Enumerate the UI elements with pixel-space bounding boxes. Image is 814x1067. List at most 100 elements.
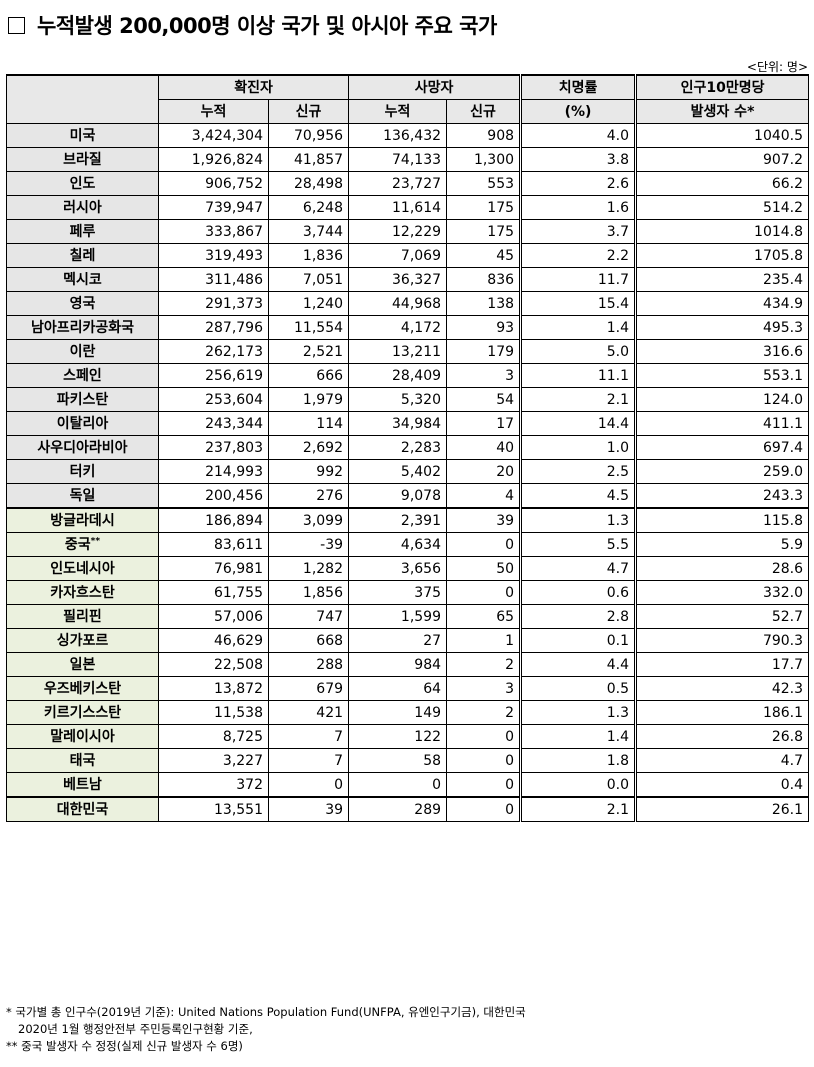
header-deaths: 사망자	[348, 74, 522, 100]
cell-cfr: 4.0	[519, 123, 637, 148]
cell-c-cum: 3,424,304	[158, 123, 269, 148]
cell-d-cum: 4,634	[348, 532, 448, 557]
table-row: 방글라데시 186,894 3,099 2,391 39 1.3 115.8	[6, 507, 810, 533]
checkbox-square-icon	[8, 17, 25, 34]
cell-c-cum: 76,981	[158, 556, 269, 581]
cell-d-cum: 5,320	[348, 387, 448, 412]
header-per100k: 인구10만명당	[634, 74, 810, 100]
country-name: 카자흐스탄	[6, 580, 159, 605]
cell-d-new: 1,300	[446, 147, 522, 172]
cell-c-new: 1,836	[267, 243, 350, 268]
cell-c-new: 41,857	[267, 147, 350, 172]
cell-c-new: 3,744	[267, 219, 350, 244]
country-name: 스페인	[6, 363, 159, 388]
cell-c-cum: 186,894	[158, 507, 269, 533]
cell-d-cum: 2,391	[348, 507, 448, 533]
table-row: 키르기스스탄 11,538 421 149 2 1.3 186.1	[6, 700, 810, 725]
cell-c-new: 668	[267, 628, 350, 653]
cell-c-new: 1,282	[267, 556, 350, 581]
table-row: 멕시코 311,486 7,051 36,327 836 11.7 235.4	[6, 267, 810, 292]
country-name: 브라질	[6, 147, 159, 172]
country-name: 필리핀	[6, 604, 159, 629]
cell-cfr: 15.4	[519, 291, 637, 316]
table-row: 말레이시아 8,725 7 122 0 1.4 26.8	[6, 724, 810, 749]
cell-d-new: 4	[446, 483, 522, 509]
country-name: 터키	[6, 459, 159, 484]
cell-per: 26.8	[634, 724, 810, 749]
cell-cfr: 4.5	[519, 483, 637, 509]
cell-per: 115.8	[634, 507, 810, 533]
country-name: 방글라데시	[6, 507, 159, 533]
table-row: 페루 333,867 3,744 12,229 175 3.7 1014.8	[6, 219, 810, 244]
cell-c-new: 2,521	[267, 339, 350, 364]
country-name: 이란	[6, 339, 159, 364]
cell-d-cum: 36,327	[348, 267, 448, 292]
cell-cfr: 2.5	[519, 459, 637, 484]
table-row: 베트남 372 0 0 0 0.0 0.4	[6, 772, 810, 798]
cell-c-new: -39	[267, 532, 350, 557]
cell-d-cum: 289	[348, 796, 448, 822]
cell-cfr: 1.0	[519, 435, 637, 460]
cell-d-cum: 23,727	[348, 171, 448, 196]
cell-d-new: 175	[446, 219, 522, 244]
cell-d-cum: 64	[348, 676, 448, 701]
table-row: 칠레 319,493 1,836 7,069 45 2.2 1705.8	[6, 243, 810, 268]
cell-per: 124.0	[634, 387, 810, 412]
country-name: 키르기스스탄	[6, 700, 159, 725]
country-name: 말레이시아	[6, 724, 159, 749]
cell-d-cum: 4,172	[348, 315, 448, 340]
table-row: 터키 214,993 992 5,402 20 2.5 259.0	[6, 459, 810, 484]
cell-d-new: 908	[446, 123, 522, 148]
cell-c-cum: 256,619	[158, 363, 269, 388]
header-country	[6, 74, 159, 124]
cell-d-new: 0	[446, 580, 522, 605]
cell-cfr: 1.6	[519, 195, 637, 220]
cell-d-cum: 122	[348, 724, 448, 749]
table-row: 일본 22,508 288 984 2 4.4 17.7	[6, 652, 810, 677]
country-name: 러시아	[6, 195, 159, 220]
page-title: 누적발생 200,000명 이상 국가 및 아시아 주요 국가	[8, 10, 497, 40]
cell-c-cum: 372	[158, 772, 269, 798]
cell-per: 316.6	[634, 339, 810, 364]
cell-c-cum: 237,803	[158, 435, 269, 460]
cell-d-cum: 375	[348, 580, 448, 605]
cell-d-cum: 149	[348, 700, 448, 725]
cell-per: 42.3	[634, 676, 810, 701]
cell-c-new: 421	[267, 700, 350, 725]
country-name: 인도네시아	[6, 556, 159, 581]
header-confirmed-new: 신규	[267, 99, 350, 124]
table-row: 미국 3,424,304 70,956 136,432 908 4.0 1040.5	[6, 123, 810, 148]
cell-cfr: 1.4	[519, 315, 637, 340]
cell-c-new: 70,956	[267, 123, 350, 148]
cell-c-cum: 906,752	[158, 171, 269, 196]
table-row: 독일 200,456 276 9,078 4 4.5 243.3	[6, 483, 810, 509]
cell-per: 0.4	[634, 772, 810, 798]
cell-d-new: 836	[446, 267, 522, 292]
cell-per: 243.3	[634, 483, 810, 509]
table-row: 필리핀 57,006 747 1,599 65 2.8 52.7	[6, 604, 810, 629]
cell-d-cum: 74,133	[348, 147, 448, 172]
cell-c-new: 39	[267, 796, 350, 822]
cell-c-new: 2,692	[267, 435, 350, 460]
cell-c-cum: 214,993	[158, 459, 269, 484]
table-row: 인도 906,752 28,498 23,727 553 2.6 66.2	[6, 171, 810, 196]
cell-c-cum: 243,344	[158, 411, 269, 436]
cell-c-new: 747	[267, 604, 350, 629]
cell-cfr: 0.1	[519, 628, 637, 653]
cell-c-cum: 61,755	[158, 580, 269, 605]
cell-c-cum: 57,006	[158, 604, 269, 629]
cell-c-new: 1,240	[267, 291, 350, 316]
cell-d-cum: 136,432	[348, 123, 448, 148]
table-row: 브라질 1,926,824 41,857 74,133 1,300 3.8 907.2	[6, 147, 810, 172]
header-cfr: 치명률	[519, 74, 637, 100]
table-row: 싱가포르 46,629 668 27 1 0.1 790.3	[6, 628, 810, 653]
table-row: 스페인 256,619 666 28,409 3 11.1 553.1	[6, 363, 810, 388]
cell-d-cum: 3,656	[348, 556, 448, 581]
footnote-2: ** 중국 발생자 수 정정(실제 신규 발생자 수 6명)	[6, 1039, 243, 1053]
cell-per: 332.0	[634, 580, 810, 605]
country-name: 멕시코	[6, 267, 159, 292]
cell-per: 186.1	[634, 700, 810, 725]
cell-c-cum: 83,611	[158, 532, 269, 557]
cell-c-cum: 253,604	[158, 387, 269, 412]
cell-cfr: 0.0	[519, 772, 637, 798]
